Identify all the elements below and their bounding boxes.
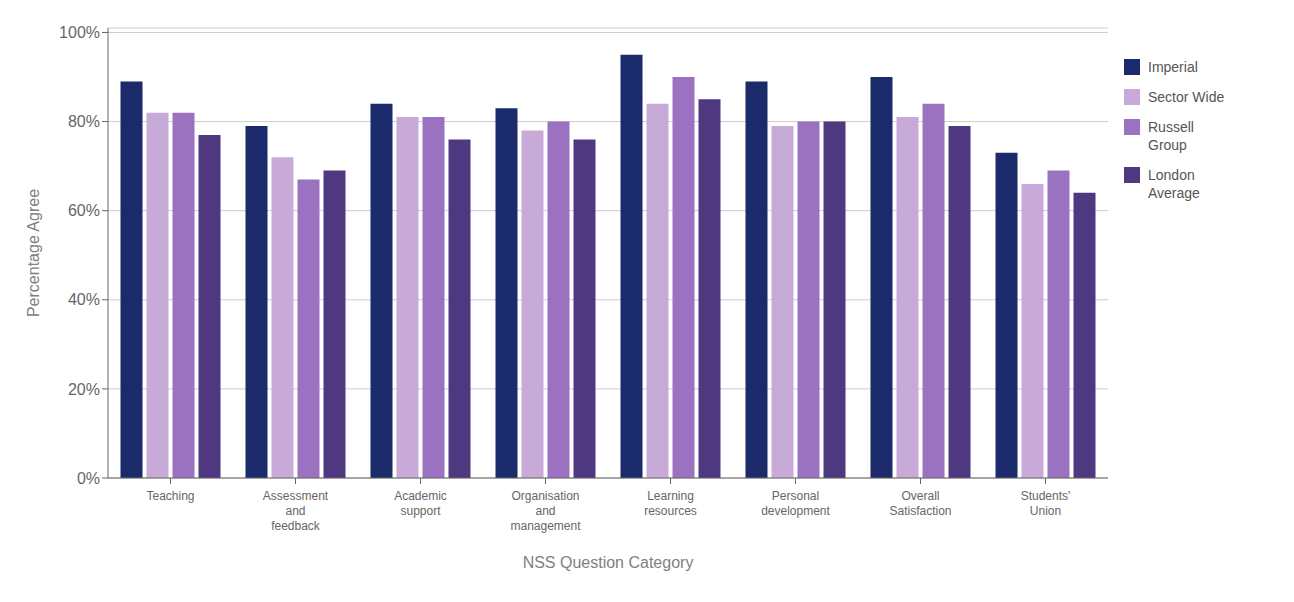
svg-text:20%: 20%: [68, 381, 100, 398]
html-text:Group: Group: [1148, 137, 1187, 153]
svg-text:100%: 100%: [59, 24, 100, 41]
svg-text:Personaldevelopment: Personaldevelopment: [761, 489, 830, 518]
svg-text:40%: 40%: [68, 291, 100, 308]
html-text:Imperial: Imperial: [1148, 59, 1198, 75]
svg-text:Academicsupport: Academicsupport: [394, 489, 447, 518]
svg-text:Learningresources: Learningresources: [644, 489, 697, 518]
svg-text:Percentage Agree: Percentage Agree: [25, 189, 42, 317]
html-text:London: London: [1148, 167, 1195, 183]
svg-text:0%: 0%: [77, 470, 100, 487]
html-text:Russell: Russell: [1148, 119, 1194, 135]
html-text:Average: Average: [1148, 185, 1200, 201]
svg-text:60%: 60%: [68, 202, 100, 219]
html-text:Sector Wide: Sector Wide: [1148, 89, 1225, 105]
svg-text:80%: 80%: [68, 113, 100, 130]
svg-text:Students'Union: Students'Union: [1021, 489, 1071, 518]
svg-text:Assessmentandfeedback: Assessmentandfeedback: [263, 489, 329, 533]
svg-text:Teaching: Teaching: [146, 489, 194, 503]
svg-text:NSS Question Category: NSS Question Category: [523, 554, 694, 571]
svg-text:OverallSatisfaction: OverallSatisfaction: [889, 489, 951, 518]
svg-text:Organisationandmanagement: Organisationandmanagement: [510, 489, 581, 533]
